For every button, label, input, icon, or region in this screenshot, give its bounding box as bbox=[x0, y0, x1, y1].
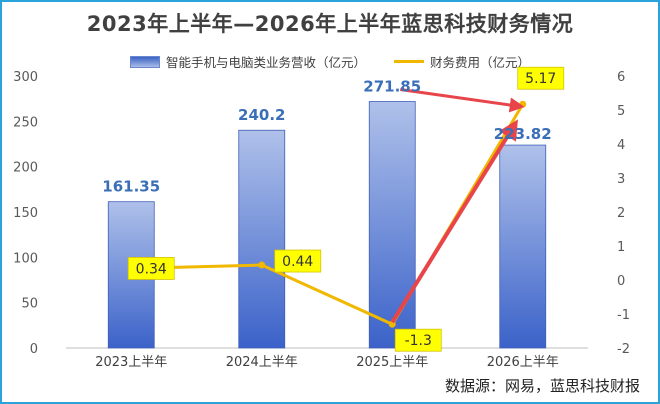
y-left-tick-label: 250 bbox=[13, 115, 38, 130]
finance-cost-line bbox=[131, 103, 525, 326]
legend-item-finance-cost: 财务费用（亿元） bbox=[394, 52, 530, 71]
line-label-box bbox=[127, 257, 175, 280]
line-data-label: -1.3 bbox=[405, 333, 432, 349]
bar-data-label: 271.85 bbox=[363, 78, 421, 96]
legend-item-revenue: 智能手机与电脑类业务营收（亿元） bbox=[129, 52, 366, 71]
bar bbox=[238, 129, 286, 349]
y-left-tick-label: 0 bbox=[30, 342, 38, 357]
trend-arrow-down bbox=[400, 88, 525, 113]
line-data-label: 0.44 bbox=[282, 254, 313, 270]
y-right-tick-label: -1 bbox=[617, 308, 630, 323]
chart-title: 2023年上半年—2026年上半年蓝思科技财务情况 bbox=[86, 12, 574, 36]
legend-swatch-line bbox=[394, 60, 424, 63]
bar bbox=[499, 144, 547, 349]
line-label-box bbox=[517, 66, 565, 90]
x-tick-label: 2024上半年 bbox=[226, 355, 298, 370]
y-right-tick-label: 5 bbox=[617, 104, 625, 119]
y-left-tick-label: 100 bbox=[13, 251, 38, 266]
line-label-box bbox=[274, 249, 322, 273]
line-point bbox=[519, 100, 527, 108]
legend-label-revenue: 智能手机与电脑类业务营收（亿元） bbox=[165, 55, 366, 70]
legend-label-finance-cost: 财务费用（亿元） bbox=[430, 55, 531, 70]
bar-data-label: 161.35 bbox=[102, 178, 160, 196]
line-point bbox=[258, 261, 266, 269]
y-right-tick-label: 6 bbox=[617, 70, 625, 85]
x-tick-label: 2025上半年 bbox=[356, 355, 428, 370]
y-left-tick-label: 300 bbox=[13, 70, 38, 85]
line-data-label: 0.34 bbox=[136, 261, 167, 277]
y-left-tick-label: 50 bbox=[21, 297, 38, 312]
legend-swatch-bar bbox=[129, 55, 160, 68]
bar bbox=[368, 101, 416, 349]
trend-arrow-up bbox=[390, 119, 518, 324]
y-right-tick-label: 1 bbox=[617, 240, 625, 255]
legend: 智能手机与电脑类业务营收（亿元） 财务费用（亿元） bbox=[2, 52, 658, 71]
line-data-label: 5.17 bbox=[525, 71, 556, 87]
y-left-tick-label: 200 bbox=[13, 161, 38, 176]
line-label-box bbox=[394, 328, 442, 352]
y-right-tick-label: 0 bbox=[617, 274, 625, 289]
bar-data-label: 240.2 bbox=[238, 106, 285, 124]
y-right-tick-label: 3 bbox=[617, 172, 625, 187]
y-right-tick-label: -2 bbox=[617, 342, 630, 357]
x-tick-label: 2026上半年 bbox=[487, 355, 559, 370]
y-right-tick-label: 2 bbox=[617, 206, 625, 221]
x-tick-label: 2023上半年 bbox=[95, 355, 167, 370]
watermark: 数据源：网易，蓝思科技财报 bbox=[444, 377, 640, 395]
y-left-tick-label: 150 bbox=[13, 206, 38, 221]
y-right-tick-label: 4 bbox=[617, 138, 625, 153]
bar-data-label: 223.82 bbox=[494, 125, 552, 143]
